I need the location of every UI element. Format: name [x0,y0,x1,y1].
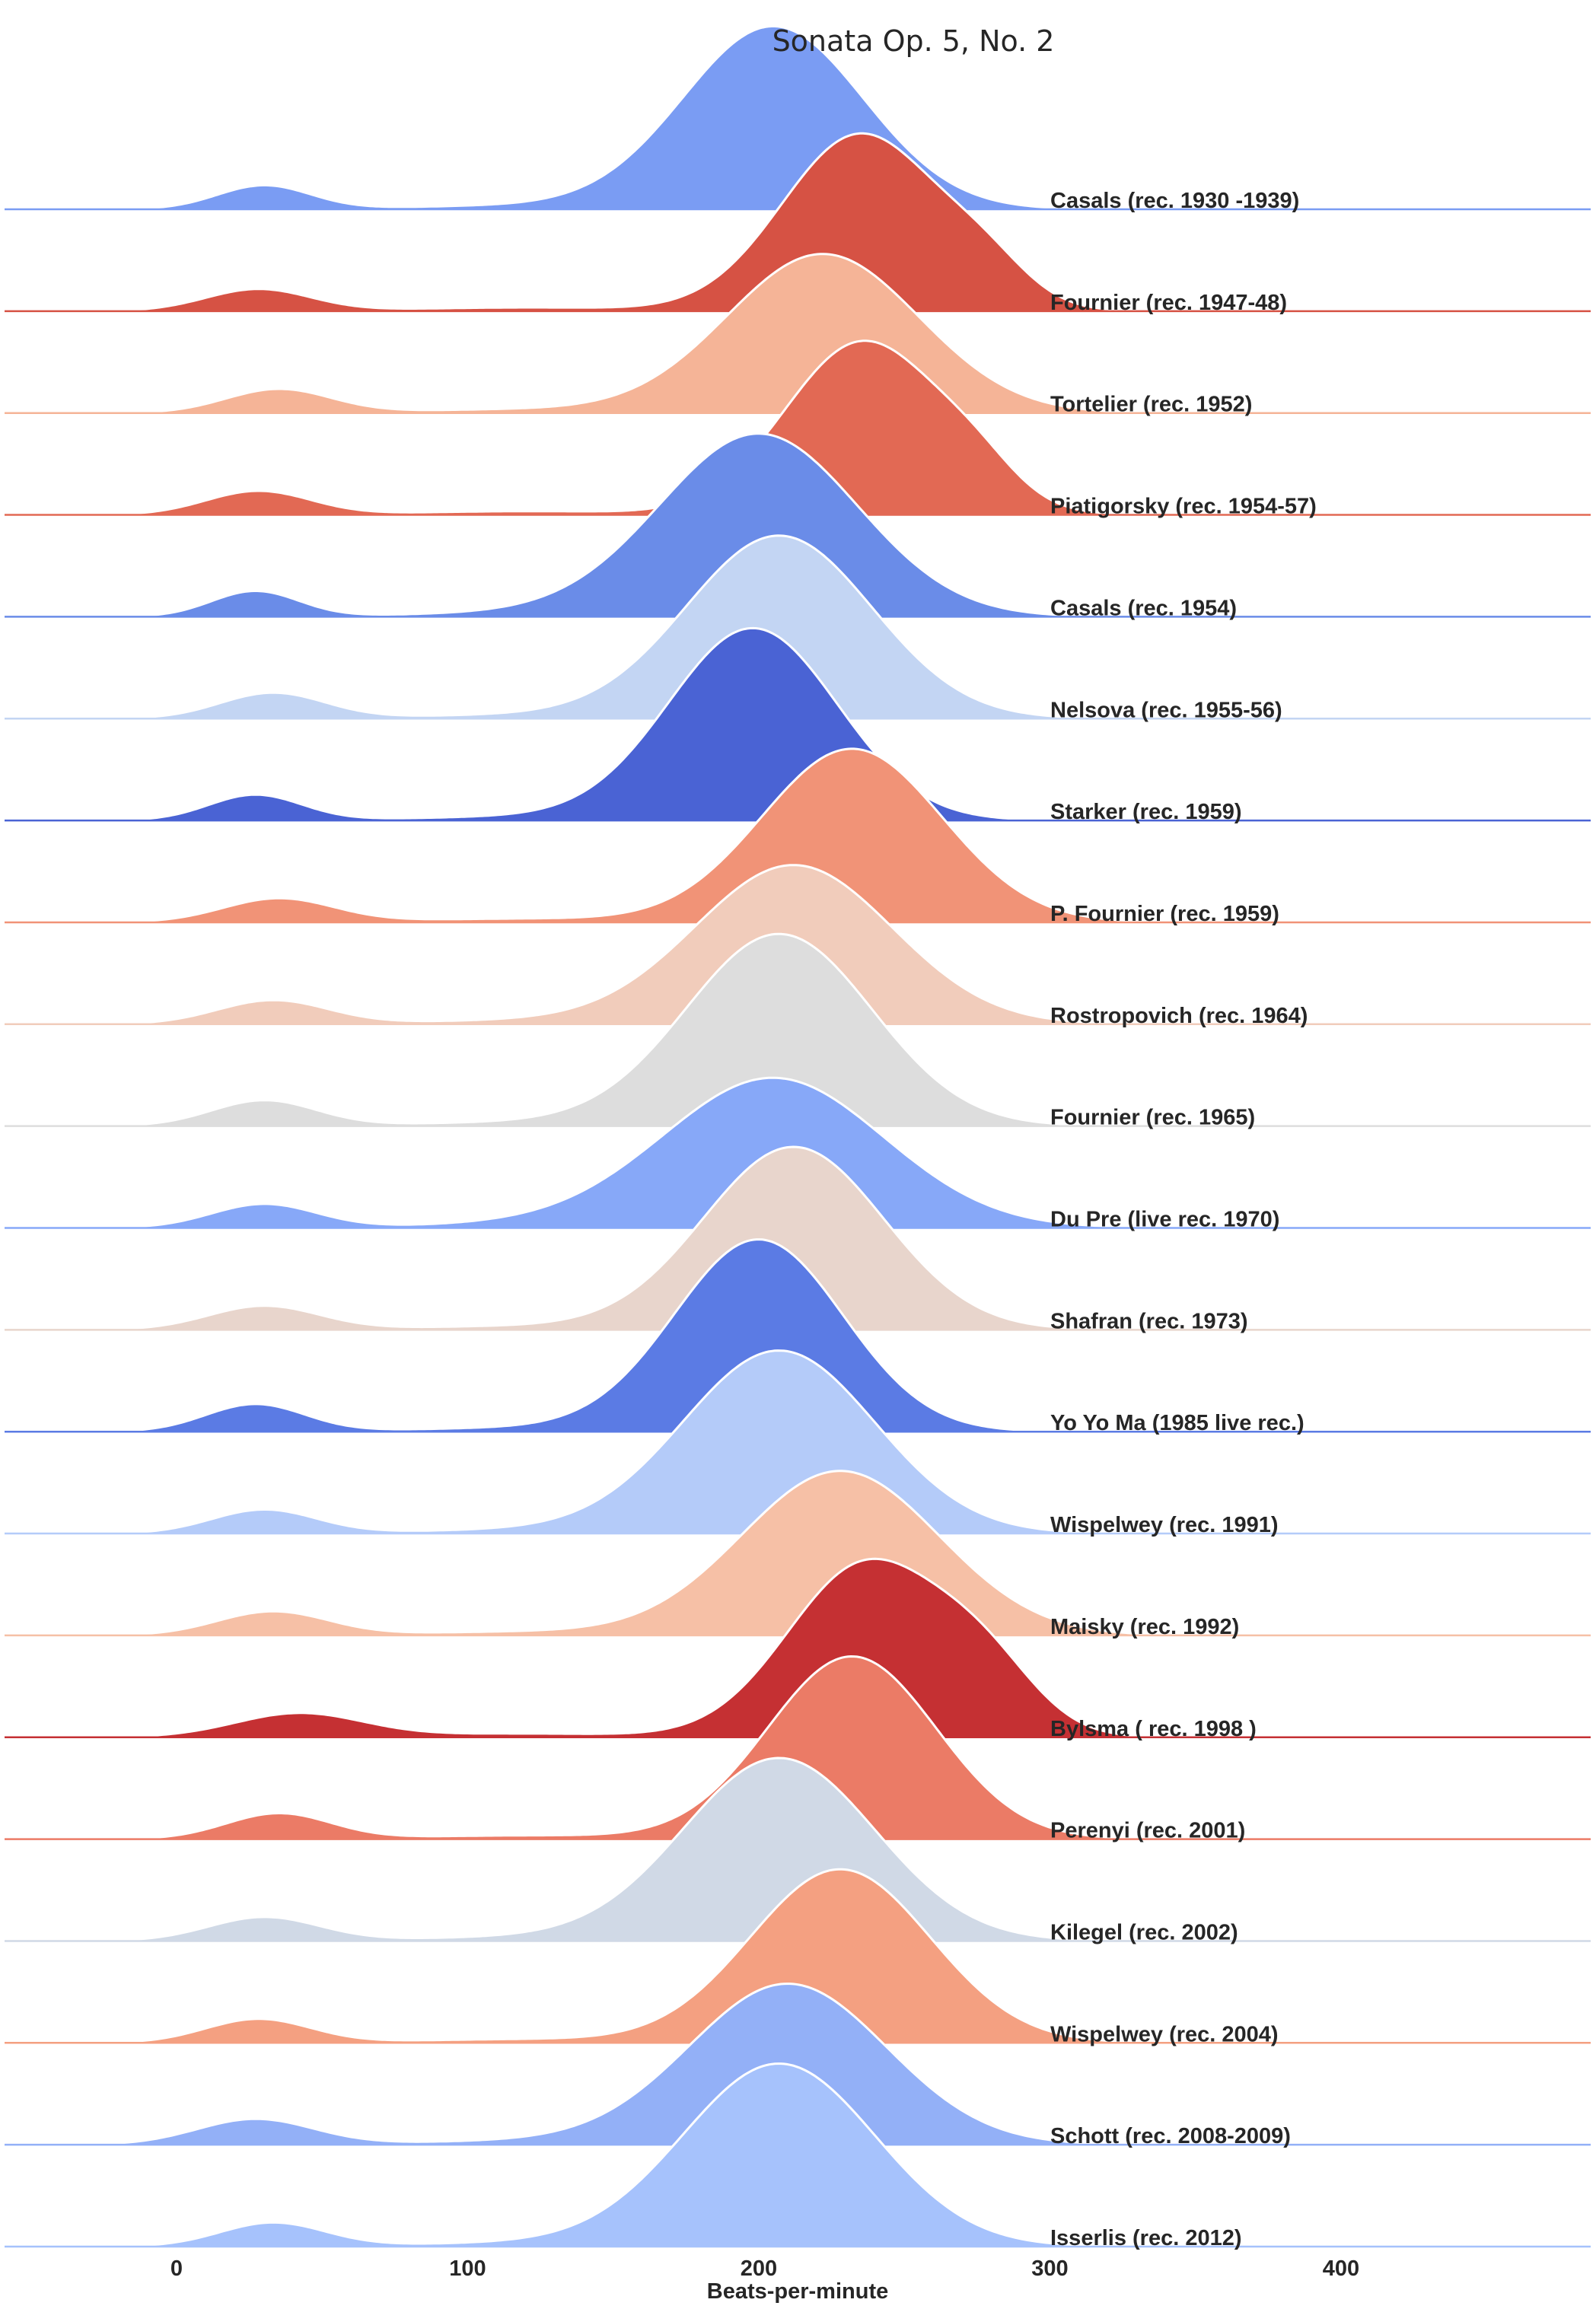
ridge-area [5,1559,1591,1737]
series-label: Rostropovich (rec. 1964) [1050,1004,1308,1028]
ridge-series: Piatigorsky (rec. 1954-57) [5,339,1591,519]
x-tick-label: 400 [1323,2256,1359,2281]
ridge-area [5,26,1591,209]
ridge-area [5,1239,1591,1432]
ridge-area [5,1656,1591,1839]
x-tick-label: 0 [170,2256,183,2281]
ridge-area [5,1983,1591,2145]
series-label: Piatigorsky (rec. 1954-57) [1050,495,1317,519]
ridge-area [5,133,1591,311]
ridge-area [5,1470,1591,1635]
series-label: Starker (rec. 1959) [1050,800,1242,824]
ridge-area [5,1350,1591,1534]
ridge-series: Schott (rec. 2008-2009) [5,1983,1591,2148]
series-label: Shafran (rec. 1973) [1050,1309,1248,1333]
ridge-area [5,1758,1591,1941]
ridge-series: Yo Yo Ma (1985 live rec.) [5,1238,1591,1435]
chart-title: Sonata Op. 5, No. 2 [773,24,1055,58]
series-label: Isserlis (rec. 2012) [1050,2226,1242,2250]
series-label: Du Pre (live rec. 1970) [1050,1208,1279,1232]
series-label: Tortelier (rec. 1952) [1050,393,1252,417]
x-axis-ticks: 0 100 200 300 400 [170,2256,1359,2281]
x-tick-label: 300 [1031,2256,1068,2281]
series-label: Wispelwey (rec. 2004) [1050,2022,1279,2046]
series-label: Bylsma ( rec. 1998 ) [1050,1717,1257,1741]
series-label: Fournier (rec. 1965) [1050,1106,1255,1130]
ridge-area [5,1869,1591,2043]
ridge-area [5,628,1591,821]
series-label: Kilegel (rec. 2002) [1050,1920,1238,1944]
ridge-area [5,253,1591,413]
series-label: Perenyi (rec. 2001) [1050,1819,1245,1843]
x-tick-label: 200 [741,2256,777,2281]
ridge-area [5,433,1591,617]
series-label: Casals (rec. 1930 -1939) [1050,189,1299,213]
ridge-series: Maisky (rec. 1992) [5,1470,1591,1639]
ridge-series: Casals (rec. 1930 -1939) [5,25,1591,213]
ridge-series: Fournier (rec. 1965) [5,932,1591,1130]
ridge-series: Fournier (rec. 1947-48) [5,132,1591,315]
x-tick-label: 100 [449,2256,486,2281]
ridge-series: Isserlis (rec. 2012) [5,2062,1591,2250]
ridge-area [5,340,1591,515]
series-label: Fournier (rec. 1947-48) [1050,291,1287,315]
series-label: Casals (rec. 1954) [1050,596,1237,620]
ridge-layer: Casals (rec. 1930 -1939) Fournier (rec. 1… [5,25,1591,2250]
ridge-area [5,748,1591,922]
series-label: Nelsova (rec. 1955-56) [1050,698,1282,722]
series-label: Wispelwey (rec. 1991) [1050,1513,1279,1537]
series-label: Yo Yo Ma (1985 live rec.) [1050,1411,1305,1435]
series-label: P. Fournier (rec. 1959) [1050,902,1279,926]
ridge-area [5,934,1591,1126]
series-label: Schott (rec. 2008-2009) [1050,2124,1291,2148]
ridge-area [5,1147,1591,1330]
ridge-area [5,2063,1591,2247]
x-axis-label: Beats-per-minute [707,2279,889,2304]
series-label: Maisky (rec. 1992) [1050,1615,1239,1639]
ridge-area [5,535,1591,719]
